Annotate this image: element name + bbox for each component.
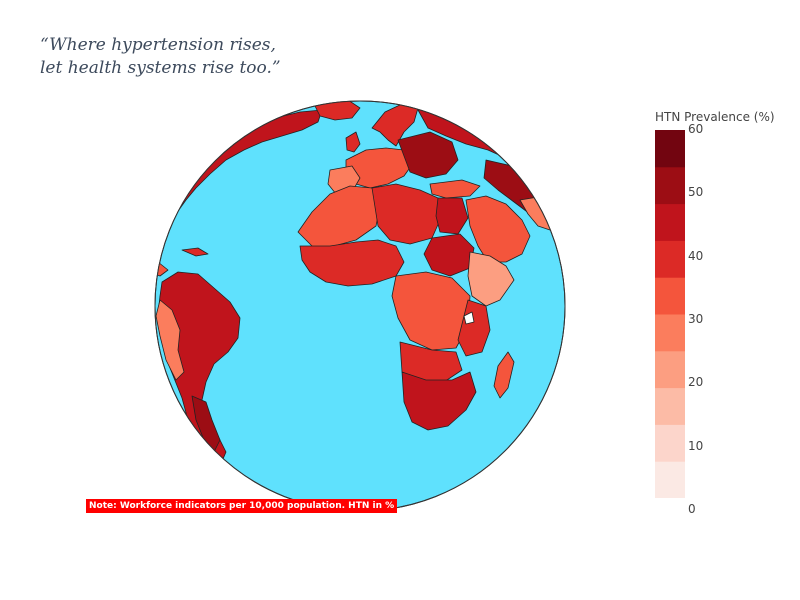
- title-line-1: “Where hypertension rises,: [40, 35, 276, 55]
- colorbar-segment: [655, 350, 685, 389]
- land-turkey[interactable]: [429, 179, 481, 199]
- title-line-2: let health systems rise too.”: [40, 58, 281, 78]
- colorbar-segment: [655, 166, 685, 205]
- colorbar-segment: [655, 130, 685, 168]
- land-madagascar[interactable]: [493, 351, 515, 399]
- land-horn-of-africa[interactable]: [467, 251, 515, 307]
- colorbar-segment: [655, 277, 685, 315]
- colorbar-tick-label: 10: [688, 438, 704, 453]
- colorbar-tick-label: 0: [688, 502, 696, 516]
- land-sudan[interactable]: [423, 233, 475, 277]
- land-southern-africa[interactable]: [401, 371, 477, 431]
- colorbar-segment: [655, 314, 685, 352]
- colorbar-tick-label: 50: [688, 185, 704, 200]
- colorbar-segment: [655, 240, 685, 278]
- colorbar-tick-label: 30: [688, 312, 704, 326]
- colorbar-segment: [655, 461, 685, 498]
- chart-title: “Where hypertension rises, let health sy…: [40, 34, 340, 80]
- land-east-africa[interactable]: [457, 299, 491, 357]
- land-north-africa-central[interactable]: [371, 183, 441, 245]
- land-cuba[interactable]: [181, 247, 209, 257]
- colorbar-segment: [655, 203, 685, 241]
- note-label: Note: Workforce indicators per 10,000 po…: [86, 499, 398, 513]
- land-lake-victoria[interactable]: [463, 311, 475, 325]
- land-eastern-europe[interactable]: [397, 131, 459, 179]
- land-uk[interactable]: [345, 131, 361, 153]
- land-arabia[interactable]: [465, 195, 531, 263]
- colorbar-tick-label: 20: [688, 375, 704, 390]
- land-scandinavia[interactable]: [371, 103, 419, 147]
- land-south-america-south[interactable]: [191, 395, 221, 453]
- colorbar: [655, 130, 685, 498]
- colorbar-tick-label: 60: [688, 122, 704, 136]
- colorbar-tick-label: 40: [688, 248, 704, 263]
- land-south-america-west[interactable]: [155, 299, 185, 381]
- colorbar-title: HTN Prevalence (%): [655, 110, 775, 124]
- colorbar-segment: [655, 387, 685, 425]
- colorbar-segment: [655, 424, 685, 462]
- land-central-africa[interactable]: [391, 271, 471, 351]
